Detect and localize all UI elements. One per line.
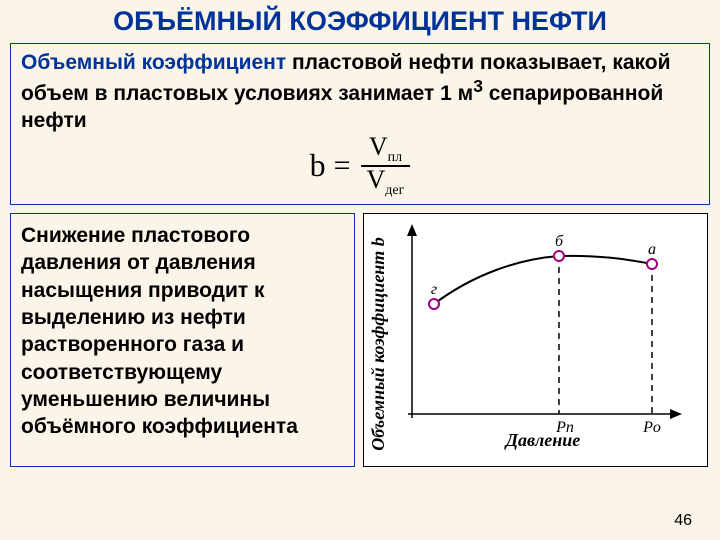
formula-num-sub: пл: [388, 150, 402, 165]
svg-text:Pп: Pп: [555, 419, 574, 436]
svg-text:Объемный коэффициент b: Объемный коэффициент b: [368, 237, 388, 451]
formula-den-sub: дег: [385, 183, 404, 198]
svg-text:г: г: [431, 281, 437, 298]
formula-den-main: V: [367, 165, 386, 194]
formula-fraction: Vпл Vдег: [361, 134, 411, 198]
explain-bold: объёмного коэффициента: [21, 415, 298, 438]
formula-num-main: V: [369, 132, 388, 161]
formula-eq: =: [334, 149, 361, 183]
definition-box: Объемный коэффициент пластовой нефти пок…: [10, 43, 710, 205]
slide-title: ОБЪЁМНЫЙ КОЭФФИЦИЕНТ НЕФТИ: [0, 0, 720, 41]
svg-text:Pо: Pо: [642, 419, 661, 436]
svg-text:а: а: [648, 241, 656, 258]
definition-text: Объемный коэффициент пластовой нефти пок…: [21, 50, 699, 134]
explain-text: Снижение пластового давления от давления…: [21, 224, 270, 411]
page-number: 46: [674, 512, 692, 530]
formula-block: b = Vпл Vдег: [260, 134, 460, 198]
explain-box: Снижение пластового давления от давления…: [10, 213, 355, 467]
chart-svg: Объемный коэффициент bДавлениеPпPогба: [364, 214, 709, 468]
chart: Объемный коэффициент bДавлениеPпPогба: [363, 213, 708, 467]
definition-lead: Объемный коэффициент: [21, 51, 286, 74]
definition-sup: 3: [473, 76, 483, 96]
formula-lhs: b: [310, 147, 334, 184]
svg-text:б: б: [555, 233, 564, 250]
